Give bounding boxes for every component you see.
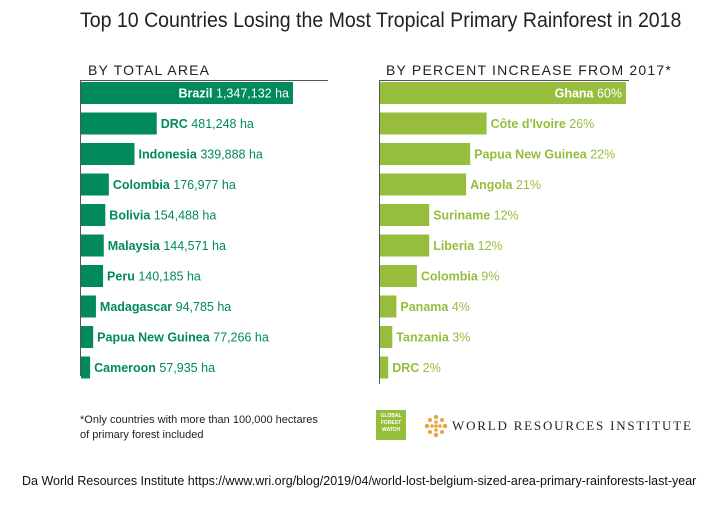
bar-value-label: 144,571 ha: [163, 239, 226, 253]
bar-label-pct-0: Ghana 60%: [555, 87, 622, 101]
bar-label-area-8: Papua New Guinea 77,266 ha: [97, 331, 269, 345]
bar-category-label: Tanzania: [396, 331, 452, 345]
bar-category-label: Cameroon: [94, 361, 159, 375]
bar-area-4: [81, 204, 106, 226]
bar-value-label: 60%: [597, 87, 622, 101]
global-forest-watch-logo: GLOBAL FOREST WATCH: [376, 410, 406, 440]
bar-area-2: [81, 143, 135, 165]
bar-value-label: 2%: [423, 361, 441, 375]
bar-category-label: Angola: [470, 178, 516, 192]
bar-pct-2: [380, 143, 471, 165]
bar-category-label: Indonesia: [138, 148, 200, 162]
bar-label-area-9: Cameroon 57,935 ha: [94, 361, 215, 375]
left-panel-rule: [80, 80, 328, 81]
bar-area-3: [81, 173, 109, 196]
bar-value-label: 26%: [569, 117, 594, 131]
bar-label-area-2: Indonesia 339,888 ha: [138, 148, 262, 162]
bar-category-label: Panama: [400, 300, 451, 314]
left-panel-subtitle: BY TOTAL AREA: [88, 62, 211, 78]
bar-value-label: 4%: [452, 300, 470, 314]
bar-area-0: [81, 82, 293, 104]
bar-value-label: 481,248 ha: [191, 117, 254, 131]
bar-category-label: Bolivia: [109, 209, 153, 223]
bar-pct-3: [380, 173, 467, 196]
wri-logo-text: WORLD RESOURCES INSTITUTE: [452, 418, 693, 433]
gfw-logo-line: FOREST: [380, 420, 402, 426]
bar-pct-7: [380, 295, 397, 318]
bar-label-pct-1: Côte d'Ivoire 26%: [491, 117, 595, 131]
bar-label-pct-7: Panama 4%: [400, 300, 470, 314]
bar-area-8: [81, 326, 94, 348]
bar-category-label: DRC: [161, 117, 192, 131]
bar-category-label: DRC: [392, 361, 423, 375]
bar-label-pct-6: Colombia 9%: [421, 270, 500, 284]
bar-value-label: 94,785 ha: [176, 300, 232, 314]
bar-category-label: Peru: [107, 270, 138, 284]
bar-label-pct-3: Angola 21%: [470, 178, 541, 192]
bar-pct-6: [380, 265, 417, 287]
bar-pct-0: [380, 82, 626, 104]
bar-value-label: 339,888 ha: [200, 148, 263, 162]
bar-label-area-6: Peru 140,185 ha: [107, 270, 201, 284]
bar-label-area-7: Madagascar 94,785 ha: [100, 300, 231, 314]
bar-area-7: [81, 295, 96, 318]
bar-category-label: Papua New Guinea: [97, 331, 213, 345]
bar-value-label: 9%: [481, 270, 499, 284]
bar-value-label: 77,266 ha: [213, 331, 269, 345]
bar-category-label: Brazil: [178, 87, 216, 101]
bar-pct-9: [380, 356, 389, 379]
bar-value-label: 1,347,132 ha: [216, 87, 289, 101]
bar-area-9: [81, 356, 91, 379]
bar-value-label: 57,935 ha: [159, 361, 215, 375]
bar-value-label: 154,488 ha: [154, 209, 217, 223]
bar-label-pct-8: Tanzania 3%: [396, 331, 470, 345]
bar-label-area-1: DRC 481,248 ha: [161, 117, 254, 131]
bar-value-label: 12%: [478, 239, 503, 253]
bar-category-label: Madagascar: [100, 300, 176, 314]
chart-title: Top 10 Countries Losing the Most Tropica…: [80, 9, 682, 32]
bar-label-area-4: Bolivia 154,488 ha: [109, 209, 216, 223]
bar-label-area-0: Brazil 1,347,132 ha: [178, 87, 289, 101]
bar-area-6: [81, 265, 104, 287]
wri-logo-icon: [424, 414, 448, 438]
bar-category-label: Liberia: [433, 239, 477, 253]
bar-label-pct-5: Liberia 12%: [433, 239, 503, 253]
bar-label-area-3: Colombia 176,977 ha: [113, 178, 236, 192]
left-panel-axis: [80, 80, 81, 376]
bar-area-1: [81, 112, 157, 135]
bar-category-label: Ghana: [555, 87, 597, 101]
bar-pct-5: [380, 234, 430, 257]
bar-category-label: Colombia: [421, 270, 481, 284]
bar-label-pct-4: Suriname 12%: [433, 209, 518, 223]
bar-value-label: 140,185 ha: [138, 270, 201, 284]
bar-category-label: Papua New Guinea: [474, 148, 590, 162]
gfw-logo-line: GLOBAL: [380, 413, 402, 419]
source-caption: Da World Resources Institute https://www…: [22, 474, 697, 488]
footnote: *Only countries with more than 100,000 h…: [80, 414, 318, 441]
bar-category-label: Malaysia: [108, 239, 164, 253]
bar-pct-4: [380, 204, 430, 226]
bar-category-label: Suriname: [433, 209, 493, 223]
bar-label-pct-9: DRC 2%: [392, 361, 441, 375]
bar-label-pct-2: Papua New Guinea 22%: [474, 148, 615, 162]
bar-pct-8: [380, 326, 393, 348]
bar-pct-1: [380, 112, 487, 135]
right-panel-axis: [379, 80, 380, 384]
bar-value-label: 176,977 ha: [173, 178, 236, 192]
right-panel-subtitle: BY PERCENT INCREASE FROM 2017*: [386, 62, 673, 78]
bar-value-label: 21%: [516, 178, 541, 192]
bar-category-label: Colombia: [113, 178, 173, 192]
bar-area-5: [81, 234, 104, 257]
bar-value-label: 12%: [494, 209, 519, 223]
right-panel-rule: [379, 80, 629, 81]
bar-label-area-5: Malaysia 144,571 ha: [108, 239, 226, 253]
bar-value-label: 22%: [590, 148, 615, 162]
bar-category-label: Côte d'Ivoire: [491, 117, 570, 131]
bar-value-label: 3%: [452, 331, 470, 345]
gfw-logo-line: WATCH: [382, 427, 400, 433]
